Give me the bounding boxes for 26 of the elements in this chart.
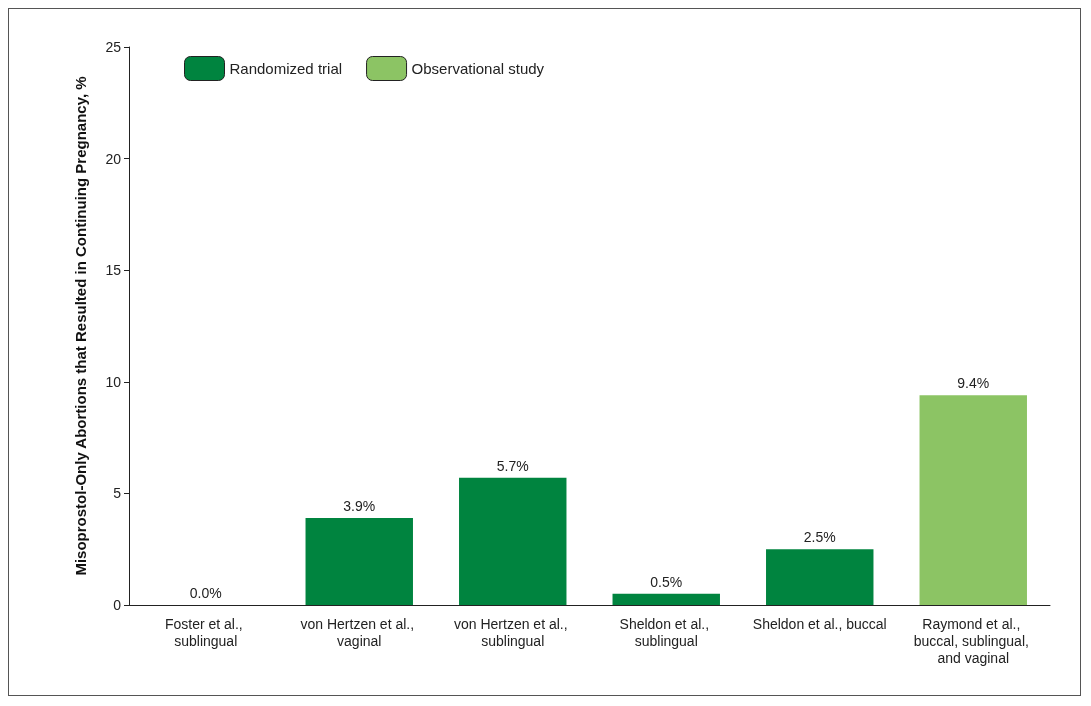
y-tick-label: 15 (105, 262, 122, 279)
data-label: 3.9% (343, 497, 376, 514)
data-label: 0.0% (189, 585, 222, 601)
bar (459, 477, 567, 605)
y-tick-label: 25 (105, 39, 122, 55)
data-label: 2.5% (803, 529, 836, 546)
legend-label: Randomized trial (229, 60, 343, 77)
y-axis-title: Misoprostol-Only Abortions that Resulted in Continuing Pregnancy, % (71, 76, 89, 576)
bar (919, 395, 1027, 605)
x-tick-label: Raymond et al., buccal, sublingual, and vaginal (913, 615, 1033, 666)
data-label: 0.5% (650, 573, 683, 590)
x-tick-label: von Hertzen et al., sublingual (453, 615, 572, 649)
x-tick-label: Foster et al., sublingual (164, 615, 247, 649)
bar (766, 549, 874, 605)
legend-label: Observational study (411, 60, 545, 77)
y-tick-label: 5 (113, 485, 122, 502)
y-tick-label: 20 (105, 150, 122, 167)
x-tick-label: Sheldon et al., buccal (752, 615, 887, 632)
y-tick-label: 10 (105, 373, 122, 390)
y-tick-label: 0 (113, 597, 122, 613)
data-label: 9.4% (957, 375, 990, 392)
bar (612, 593, 720, 605)
x-tick-label: von Hertzen et al., vaginal (300, 615, 419, 649)
x-tick-label: Sheldon et al., sublingual (619, 615, 713, 649)
bar (305, 517, 413, 605)
data-label: 5.7% (496, 457, 529, 474)
